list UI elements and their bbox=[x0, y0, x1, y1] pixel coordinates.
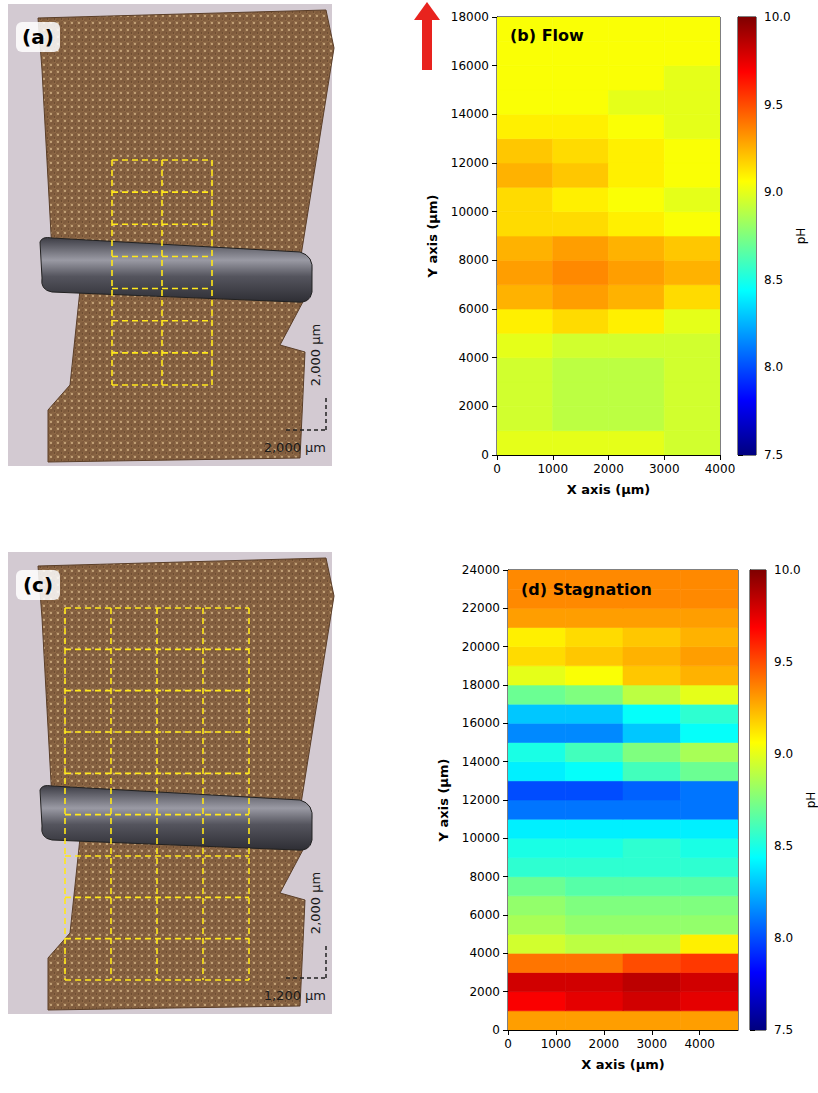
svg-text:pH: pH bbox=[804, 792, 818, 809]
svg-text:2,000 µm: 2,000 µm bbox=[264, 440, 326, 455]
svg-text:1000: 1000 bbox=[537, 462, 568, 476]
svg-text:2000: 2000 bbox=[593, 462, 624, 476]
svg-text:8.5: 8.5 bbox=[764, 273, 783, 287]
svg-text:12000: 12000 bbox=[451, 156, 489, 170]
svg-text:4000: 4000 bbox=[705, 462, 736, 476]
svg-text:10000: 10000 bbox=[451, 205, 489, 219]
svg-text:18000: 18000 bbox=[451, 10, 489, 24]
svg-text:14000: 14000 bbox=[462, 755, 500, 769]
svg-text:7.5: 7.5 bbox=[764, 448, 783, 462]
svg-text:0: 0 bbox=[481, 448, 489, 462]
svg-text:2,000 µm: 2,000 µm bbox=[308, 324, 323, 386]
svg-text:3000: 3000 bbox=[649, 462, 680, 476]
svg-text:2000: 2000 bbox=[458, 399, 489, 413]
svg-text:14000: 14000 bbox=[451, 107, 489, 121]
svg-text:pH: pH bbox=[794, 228, 808, 245]
svg-text:1,200 µm: 1,200 µm bbox=[264, 988, 326, 1003]
svg-text:4000: 4000 bbox=[469, 946, 500, 960]
svg-text:8000: 8000 bbox=[469, 870, 500, 884]
svg-text:8000: 8000 bbox=[458, 253, 489, 267]
svg-text:9.5: 9.5 bbox=[764, 98, 783, 112]
svg-text:12000: 12000 bbox=[462, 793, 500, 807]
svg-text:8.5: 8.5 bbox=[774, 839, 793, 853]
svg-text:4000: 4000 bbox=[458, 351, 489, 365]
svg-text:18000: 18000 bbox=[462, 678, 500, 692]
svg-text:8.0: 8.0 bbox=[774, 931, 793, 945]
svg-text:16000: 16000 bbox=[462, 716, 500, 730]
svg-text:X axis (µm): X axis (µm) bbox=[581, 1057, 664, 1072]
svg-text:20000: 20000 bbox=[462, 640, 500, 654]
svg-text:9.0: 9.0 bbox=[764, 185, 783, 199]
svg-text:(a): (a) bbox=[22, 25, 54, 49]
svg-text:10000: 10000 bbox=[462, 831, 500, 845]
svg-text:4000: 4000 bbox=[684, 1037, 715, 1051]
svg-text:0: 0 bbox=[493, 462, 501, 476]
svg-text:2000: 2000 bbox=[469, 985, 500, 999]
svg-text:6000: 6000 bbox=[469, 908, 500, 922]
svg-text:8.0: 8.0 bbox=[764, 360, 783, 374]
svg-text:1000: 1000 bbox=[541, 1037, 572, 1051]
svg-text:3000: 3000 bbox=[636, 1037, 667, 1051]
svg-text:9.0: 9.0 bbox=[774, 747, 793, 761]
svg-text:9.5: 9.5 bbox=[774, 655, 793, 669]
svg-text:22000: 22000 bbox=[462, 601, 500, 615]
svg-text:(c): (c) bbox=[23, 573, 53, 597]
svg-text:7.5: 7.5 bbox=[774, 1023, 793, 1037]
svg-text:Y axis (µm): Y axis (µm) bbox=[425, 195, 440, 279]
svg-text:0: 0 bbox=[504, 1037, 512, 1051]
svg-text:(b) Flow: (b) Flow bbox=[510, 26, 584, 45]
svg-text:(d) Stagnation: (d) Stagnation bbox=[521, 580, 652, 599]
svg-text:10.0: 10.0 bbox=[774, 563, 801, 577]
svg-text:0: 0 bbox=[492, 1023, 500, 1037]
svg-text:Y axis (µm): Y axis (µm) bbox=[436, 759, 451, 843]
svg-text:X axis (µm): X axis (µm) bbox=[567, 482, 650, 497]
svg-text:24000: 24000 bbox=[462, 563, 500, 577]
svg-text:10.0: 10.0 bbox=[764, 10, 791, 24]
svg-text:2,000 µm: 2,000 µm bbox=[308, 872, 323, 934]
svg-text:16000: 16000 bbox=[451, 59, 489, 73]
svg-text:2000: 2000 bbox=[589, 1037, 620, 1051]
svg-text:6000: 6000 bbox=[458, 302, 489, 316]
